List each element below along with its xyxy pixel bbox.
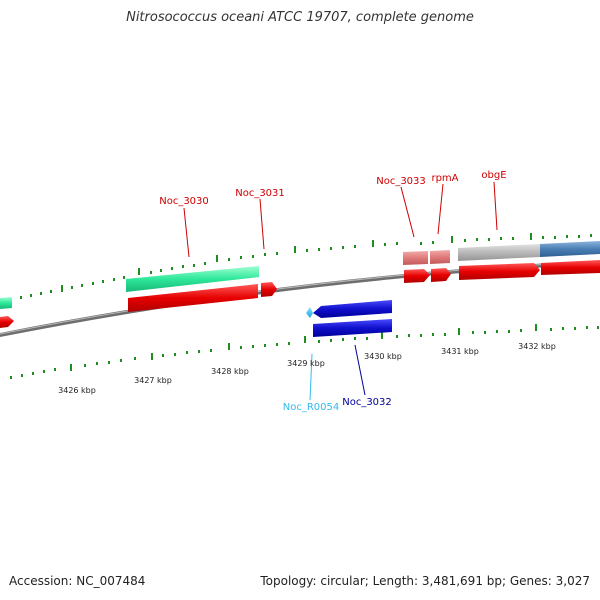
gene-label-obge[interactable]: obgE	[481, 170, 506, 181]
gene-noc3032[interactable]	[313, 319, 392, 337]
trna-nocr0054[interactable]	[306, 307, 313, 318]
gene-right-red[interactable]	[541, 260, 600, 275]
gene-label-noc3030[interactable]: Noc_3030	[159, 196, 209, 207]
leader-rpma	[437, 183, 444, 235]
gene-label-noc3032[interactable]: Noc_3032	[342, 397, 392, 408]
label-leaders	[183, 181, 498, 401]
scale-label-3426: 3426 kbp	[58, 386, 96, 395]
gene-left-edge-green[interactable]	[0, 297, 12, 309]
scale-label-layer: 3426 kbp 3427 kbp 3428 kbp 3429 kbp 3430…	[58, 342, 556, 395]
gene-left-edge-red[interactable]	[0, 316, 14, 328]
accession-text: Accession: NC_007484	[9, 574, 146, 588]
gene-right-steel[interactable]	[540, 241, 600, 257]
gene-noc3031[interactable]	[261, 282, 277, 297]
gene-obge-gray[interactable]	[458, 244, 540, 261]
leader-obge	[493, 181, 498, 231]
scale-label-3430: 3430 kbp	[364, 352, 402, 361]
leader-noc3032	[354, 344, 366, 396]
reverse-features	[306, 300, 392, 337]
gene-noc3030-green[interactable]	[126, 266, 259, 292]
leader-noc3030	[183, 207, 190, 258]
gene-noc3033[interactable]	[404, 269, 430, 283]
gene-noc3032-upper[interactable]	[313, 300, 392, 318]
gene-label-noc3031[interactable]: Noc_3031	[235, 188, 285, 199]
gene-obge[interactable]	[459, 263, 540, 280]
genome-summary-text: Topology: circular; Length: 3,481,691 bp…	[260, 574, 590, 588]
map-title: Nitrosococcus oceani ATCC 19707, complet…	[126, 10, 474, 25]
scale-label-3428: 3428 kbp	[211, 367, 249, 376]
gene-rpma[interactable]	[431, 268, 451, 282]
forward-features	[0, 241, 600, 328]
inner-tick-row	[10, 324, 599, 379]
gene-label-noc3033[interactable]: Noc_3033	[376, 176, 426, 187]
scale-label-3432: 3432 kbp	[518, 342, 556, 351]
gene-label-nocr0054[interactable]: Noc_R0054	[283, 402, 340, 413]
scale-label-3427: 3427 kbp	[134, 376, 172, 385]
scale-label-3431: 3431 kbp	[441, 347, 479, 356]
gene-noc3033-pink[interactable]	[403, 251, 428, 265]
leader-noc3031	[259, 198, 265, 250]
gene-noc3030[interactable]	[128, 284, 258, 312]
leader-nocr0054	[309, 353, 313, 401]
leader-noc3033	[400, 186, 415, 238]
gene-label-layer: Noc_3030 Noc_3031 Noc_3033 rpmA obgE Noc…	[159, 170, 506, 413]
scale-label-3429: 3429 kbp	[287, 359, 325, 368]
outer-tick-row	[10, 233, 592, 301]
gene-label-rpma[interactable]: rpmA	[431, 173, 458, 184]
gene-rpma-pink[interactable]	[430, 250, 450, 264]
